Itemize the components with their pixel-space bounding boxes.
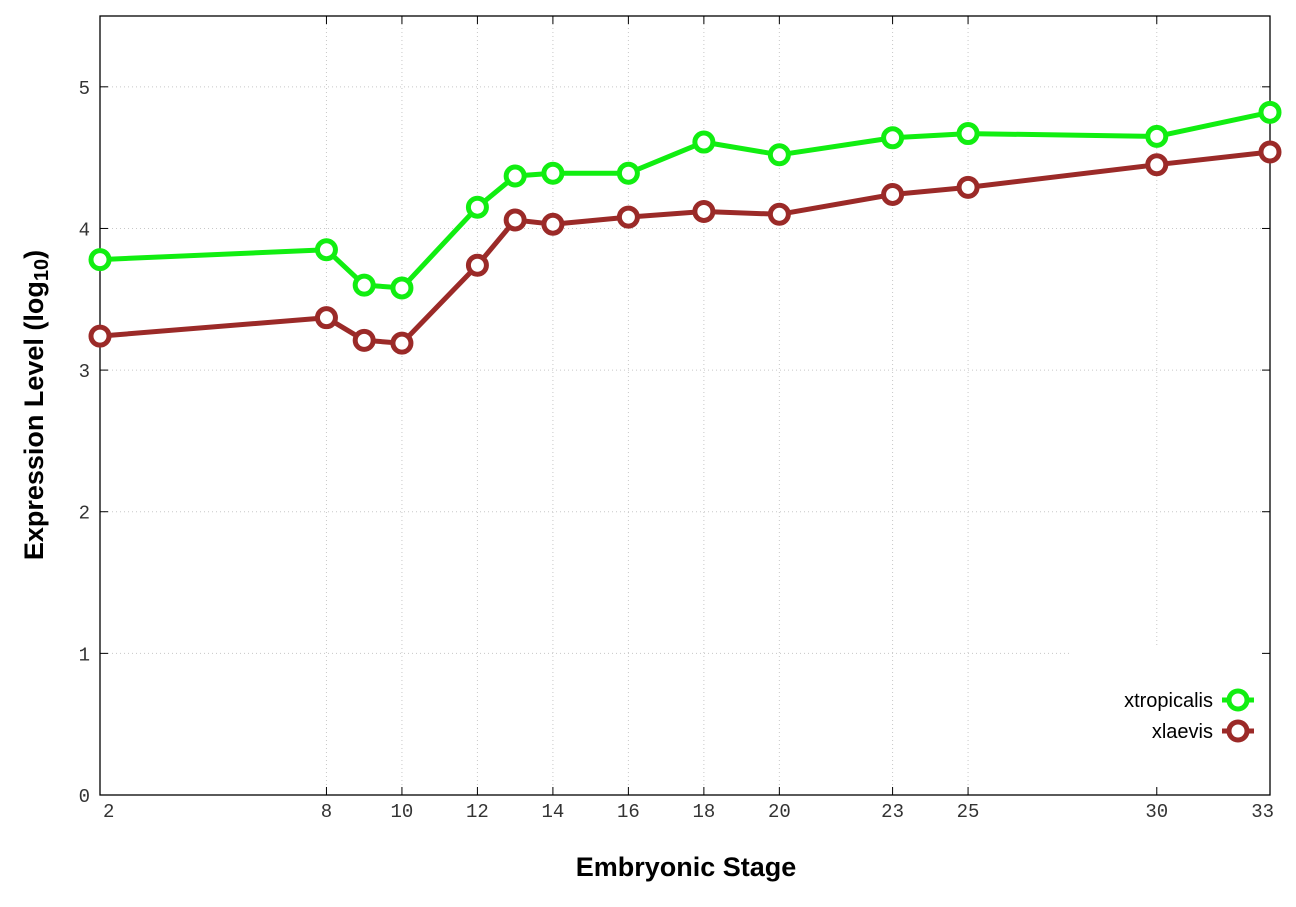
data-point-xtropicalis xyxy=(390,276,414,300)
data-point-xtropicalis xyxy=(503,164,527,188)
y-tick-label: 1 xyxy=(79,644,90,666)
x-tick-label: 16 xyxy=(617,801,640,823)
grid-lines xyxy=(100,16,1270,795)
plot-frame xyxy=(99,15,1271,796)
y-axis-title: Expression Level (log10) xyxy=(19,250,53,560)
y-axis-title-subscript: 10 xyxy=(31,259,53,281)
data-point-xtropicalis xyxy=(767,143,791,167)
x-tick-label: 23 xyxy=(881,801,904,823)
x-tick-label: 14 xyxy=(541,801,564,823)
legend: xtropicalis xlaevis xyxy=(1124,688,1254,743)
data-point-xlaevis xyxy=(1145,153,1169,177)
x-tick-label: 2 xyxy=(103,801,114,823)
series-line-xtropicalis xyxy=(97,109,1273,291)
data-point-xtropicalis xyxy=(541,161,565,185)
data-point-xlaevis xyxy=(881,182,905,206)
y-tick-label: 2 xyxy=(79,503,90,525)
data-point-xlaevis xyxy=(1258,140,1282,164)
data-point-xlaevis xyxy=(767,202,791,226)
data-point-xlaevis xyxy=(616,205,640,229)
data-point-xlaevis xyxy=(956,175,980,199)
data-point-xlaevis xyxy=(503,208,527,232)
x-tick-label: 10 xyxy=(391,801,414,823)
x-tick-label: 12 xyxy=(466,801,489,823)
data-point-xtropicalis xyxy=(616,161,640,185)
x-tick-label: 18 xyxy=(692,801,715,823)
legend-marker-xlaevis xyxy=(1226,719,1250,743)
series-line-xlaevis xyxy=(97,149,1273,346)
data-point-xlaevis xyxy=(465,253,489,277)
x-tick-label: 8 xyxy=(321,801,332,823)
x-tick-label: 30 xyxy=(1145,801,1168,823)
data-point-xlaevis xyxy=(352,328,376,352)
data-point-xtropicalis xyxy=(314,238,338,262)
y-axis-title-close: ) xyxy=(19,250,49,259)
y-tick-label: 5 xyxy=(79,78,90,100)
data-point-xlaevis xyxy=(314,306,338,330)
legend-marker-xtropicalis xyxy=(1226,688,1250,712)
data-point-xtropicalis xyxy=(1145,124,1169,148)
x-tick-label: 20 xyxy=(768,801,791,823)
y-tick-label: 4 xyxy=(79,219,90,241)
data-point-xlaevis xyxy=(390,331,414,355)
series-lines xyxy=(88,100,1282,355)
data-point-xtropicalis xyxy=(881,126,905,150)
data-point-xtropicalis xyxy=(88,248,112,272)
data-point-xlaevis xyxy=(692,199,716,223)
data-point-xlaevis xyxy=(541,212,565,236)
y-axis-title-main: Expression Level (log xyxy=(19,281,49,560)
data-point-xtropicalis xyxy=(1258,100,1282,124)
y-tick-label: 0 xyxy=(79,786,90,808)
y-tick-label: 3 xyxy=(79,361,90,383)
legend-label-xlaevis: xlaevis xyxy=(1152,721,1213,743)
x-tick-label: 25 xyxy=(957,801,980,823)
legend-background xyxy=(1072,645,1262,785)
x-axis-title: Embryonic Stage xyxy=(576,852,797,882)
data-point-xtropicalis xyxy=(956,122,980,146)
legend-label-xtropicalis: xtropicalis xyxy=(1124,690,1213,712)
data-point-xlaevis xyxy=(88,324,112,348)
x-tick-label: 33 xyxy=(1251,801,1274,823)
data-point-xtropicalis xyxy=(692,130,716,154)
data-point-xtropicalis xyxy=(352,273,376,297)
data-point-xtropicalis xyxy=(465,195,489,219)
